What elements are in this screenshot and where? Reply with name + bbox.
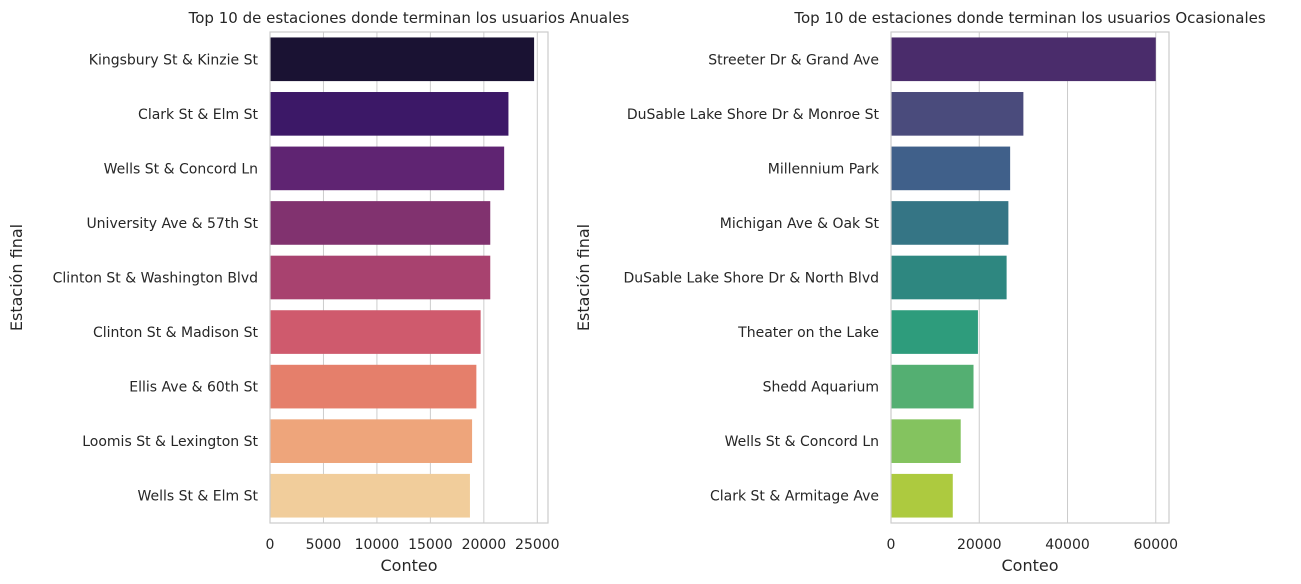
bar (891, 310, 978, 354)
y-tick-label: Shedd Aquarium (763, 380, 879, 396)
x-tick-label: 20000 (957, 537, 1002, 553)
y-tick-label: Wells St & Elm St (137, 489, 258, 505)
x-tick-label: 25000 (515, 537, 560, 553)
x-tick-label: 15000 (408, 537, 453, 553)
x-axis-label: Conteo (1001, 556, 1058, 575)
y-tick-label: Clinton St & Madison St (93, 325, 259, 341)
chart-panel-anuales: Kingsbury St & Kinzie St Clark St & Elm S… (7, 9, 630, 575)
bar (891, 146, 1011, 191)
bar (891, 92, 1024, 136)
y-tick-label: DuSable Lake Shore Dr & Monroe St (627, 107, 880, 123)
y-tick-label: Loomis St & Lexington St (82, 434, 258, 450)
y-tick-label: Theater on the Lake (737, 325, 879, 341)
x-tick-label: 60000 (1133, 537, 1178, 553)
bar (270, 146, 505, 191)
bar (270, 364, 477, 409)
bar (891, 419, 961, 463)
bar (270, 92, 509, 136)
x-tick-label: 0 (887, 537, 896, 553)
y-tick-label: Streeter Dr & Grand Ave (708, 52, 879, 68)
x-axis-label: Conteo (380, 556, 437, 575)
bar (270, 37, 535, 82)
bar (270, 201, 491, 245)
y-axis-label: Estación final (574, 224, 593, 331)
y-tick-label: Wells St & Concord Ln (104, 161, 258, 177)
bar (891, 473, 953, 518)
x-tick-label: 20000 (462, 537, 507, 553)
bar (270, 255, 491, 300)
bar (891, 37, 1156, 82)
x-tick-label: 40000 (1045, 537, 1090, 553)
bar (891, 364, 974, 409)
y-tick-label: DuSable Lake Shore Dr & North Blvd (624, 271, 879, 287)
bar (270, 419, 473, 463)
chart-panel-ocasionales: Streeter Dr & Grand Ave DuSable Lake Shor… (574, 9, 1266, 575)
axes-frame (890, 31, 1170, 524)
y-tick-label: Wells St & Concord Ln (725, 434, 879, 450)
bar (891, 255, 1007, 300)
x-tick-label: 0 (266, 537, 275, 553)
y-tick-label: Kingsbury St & Kinzie St (89, 52, 259, 68)
bar (270, 310, 481, 354)
x-tick-label: 10000 (355, 537, 400, 553)
y-tick-label: Clark St & Elm St (138, 107, 258, 123)
x-tick-label: 5000 (306, 537, 342, 553)
y-tick-label: Clark St & Armitage Ave (710, 489, 879, 505)
y-tick-label: Clinton St & Washington Blvd (53, 271, 258, 287)
axes-frame (269, 31, 549, 524)
y-axis-label: Estación final (7, 224, 26, 331)
y-tick-label: Michigan Ave & Oak St (720, 216, 880, 232)
chart-title: Top 10 de estaciones donde terminan los … (793, 9, 1266, 27)
chart-title: Top 10 de estaciones donde terminan los … (188, 9, 630, 27)
bar (270, 473, 470, 518)
bar (891, 201, 1009, 245)
y-tick-label: Millennium Park (768, 161, 880, 177)
y-tick-label: University Ave & 57th St (86, 216, 258, 232)
y-tick-label: Ellis Ave & 60th St (129, 380, 258, 396)
